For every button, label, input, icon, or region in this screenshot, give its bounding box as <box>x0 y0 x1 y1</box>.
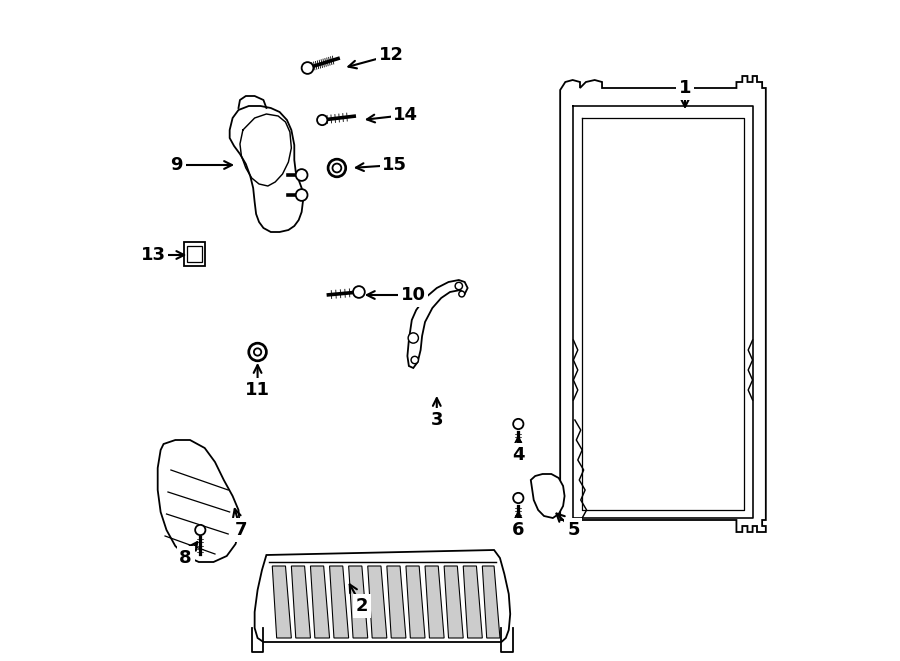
Circle shape <box>408 333 418 343</box>
Polygon shape <box>292 566 310 638</box>
Polygon shape <box>273 566 292 638</box>
Polygon shape <box>255 550 510 642</box>
Text: 1: 1 <box>679 79 691 97</box>
Text: 4: 4 <box>512 446 525 464</box>
Circle shape <box>459 291 464 297</box>
Circle shape <box>332 163 341 173</box>
Polygon shape <box>406 566 425 638</box>
Polygon shape <box>368 566 387 638</box>
FancyBboxPatch shape <box>184 242 204 266</box>
Polygon shape <box>348 566 368 638</box>
Text: 3: 3 <box>430 411 443 429</box>
Circle shape <box>254 348 261 356</box>
Polygon shape <box>482 566 500 638</box>
Polygon shape <box>425 566 444 638</box>
Text: 2: 2 <box>356 597 368 615</box>
Circle shape <box>302 62 313 74</box>
Polygon shape <box>230 106 303 232</box>
Polygon shape <box>444 566 464 638</box>
Text: 11: 11 <box>245 381 270 399</box>
Polygon shape <box>408 280 468 368</box>
Circle shape <box>296 169 308 181</box>
Polygon shape <box>158 440 240 562</box>
Circle shape <box>317 115 328 125</box>
Text: 5: 5 <box>567 521 580 539</box>
Text: 8: 8 <box>179 549 192 567</box>
Text: 7: 7 <box>234 521 247 539</box>
Text: 10: 10 <box>400 286 426 304</box>
Circle shape <box>248 343 266 361</box>
Polygon shape <box>329 566 348 638</box>
Circle shape <box>195 525 205 535</box>
Circle shape <box>296 189 308 201</box>
Circle shape <box>411 356 418 364</box>
Circle shape <box>513 419 524 429</box>
Text: 14: 14 <box>393 106 419 124</box>
Polygon shape <box>531 474 564 518</box>
Circle shape <box>455 282 463 290</box>
Circle shape <box>328 159 346 176</box>
Polygon shape <box>464 566 482 638</box>
Text: 13: 13 <box>140 246 166 264</box>
Text: 6: 6 <box>512 521 525 539</box>
FancyBboxPatch shape <box>187 246 202 262</box>
Circle shape <box>353 286 364 298</box>
Circle shape <box>513 493 524 503</box>
Polygon shape <box>310 566 329 638</box>
Text: 15: 15 <box>382 156 408 174</box>
Text: 12: 12 <box>379 46 404 64</box>
Text: 9: 9 <box>170 156 183 174</box>
Polygon shape <box>560 76 766 532</box>
Polygon shape <box>387 566 406 638</box>
